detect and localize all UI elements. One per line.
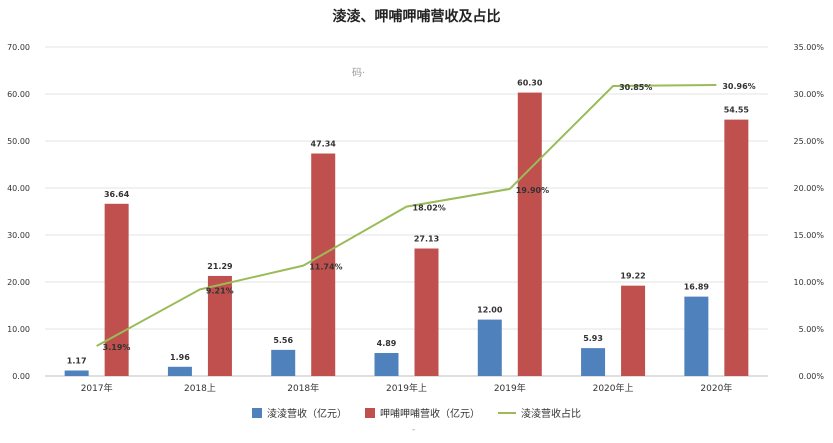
bar-data-label-series-0: 1.96 (170, 353, 190, 362)
bar-data-label-series-0: 12.00 (477, 306, 503, 315)
bar-series-0 (271, 349, 296, 376)
legend-item-series-2: 淩淩营收占比 (498, 405, 581, 420)
bar-series-1 (517, 92, 542, 376)
bar-series-1 (311, 153, 336, 376)
y-left-tick-label: 0.00 (12, 372, 30, 381)
bar-data-label-series-0: 1.17 (67, 357, 87, 366)
legend-label-series-0: 淩淩营收（亿元） (267, 409, 347, 420)
y-right-tick-label: 5.00% (799, 325, 825, 334)
line-data-label-series-0: 9.21% (206, 286, 234, 295)
legend-swatch-series-2 (498, 411, 516, 414)
y-left-tick-label: 30.00 (7, 231, 30, 240)
x-tick-label: 2019年上 (386, 382, 427, 394)
y-right-tick-label: 30.00% (793, 90, 824, 99)
bar-data-label-series-0: 5.93 (583, 334, 603, 343)
bar-series-0 (477, 319, 502, 376)
y-right-tick-label: 15.00% (793, 231, 824, 240)
y-left-tick-label: 50.00 (7, 137, 30, 146)
line-data-label-series-0: 18.02% (413, 204, 446, 213)
bar-data-label-series-1: 27.13 (414, 234, 439, 243)
watermark: 码· (352, 68, 366, 79)
y-left-tick-label: 40.00 (7, 184, 30, 193)
bar-data-label-series-0: 5.56 (273, 336, 293, 345)
bar-data-label-series-1: 21.29 (207, 262, 233, 271)
legend-item-series-0: 淩淩营收（亿元） (252, 405, 347, 420)
bar-series-1 (621, 285, 646, 376)
bar-series-0 (581, 348, 606, 376)
bar-series-0 (64, 370, 89, 376)
y-right-tick-label: 25.00% (793, 137, 824, 146)
bar-data-label-series-0: 16.89 (684, 283, 710, 292)
bar-series-1 (724, 119, 749, 377)
bar-data-label-series-0: 4.89 (377, 339, 397, 348)
chart-legend: 淩淩营收（亿元） 呷哺呷哺营收（亿元） 淩淩营收占比 (0, 405, 833, 420)
line-data-label-series-0: 3.19% (103, 343, 131, 352)
bar-data-label-series-1: 60.30 (517, 79, 543, 88)
bar-series-1 (414, 248, 439, 376)
x-tick-label: 2019年 (494, 382, 526, 394)
bar-series-1 (207, 275, 232, 376)
x-tick-label: 2020年上 (593, 382, 634, 394)
line-data-label-series-0: 19.90% (516, 186, 549, 195)
legend-label-series-1: 呷哺呷哺营收（亿元） (380, 409, 480, 420)
bar-series-1 (104, 203, 129, 376)
x-tick-label: 2018上 (184, 383, 216, 394)
x-tick-label: 2018年 (287, 382, 319, 394)
y-right-tick-label: 35.00% (793, 43, 824, 52)
bar-data-label-series-1: 54.55 (724, 106, 750, 115)
bar-series-0 (684, 296, 709, 376)
x-tick-label: 2017年 (81, 382, 113, 394)
chart-title: 淩淩、呷哺呷哺营收及占比 (332, 9, 501, 25)
y-right-tick-label: 10.00% (793, 278, 824, 287)
footer-mark: - (412, 425, 416, 435)
bar-series-0 (374, 353, 399, 376)
line-data-label-series-0: 30.85% (619, 83, 652, 92)
legend-swatch-series-0 (252, 407, 262, 418)
bar-data-label-series-1: 36.64 (104, 190, 130, 199)
y-left-tick-label: 70.00 (7, 43, 30, 52)
y-left-tick-label: 20.00 (7, 278, 30, 287)
bar-series-0 (167, 366, 192, 376)
line-data-label-series-0: 30.96% (722, 82, 755, 91)
legend-item-series-1: 呷哺呷哺营收（亿元） (365, 405, 480, 420)
x-tick-label: 2020年 (700, 382, 732, 394)
bar-data-label-series-1: 47.34 (311, 140, 337, 149)
bar-data-label-series-1: 19.22 (620, 272, 645, 281)
y-left-tick-label: 10.00 (7, 325, 30, 334)
legend-swatch-series-1 (365, 407, 375, 418)
line-data-label-series-0: 11.74% (309, 263, 342, 272)
line-series-0 (96, 83, 717, 347)
legend-label-series-2: 淩淩营收占比 (521, 409, 581, 420)
y-right-tick-label: 0.00% (799, 372, 825, 381)
y-right-tick-label: 20.00% (793, 184, 824, 193)
y-left-tick-label: 60.00 (7, 90, 30, 99)
